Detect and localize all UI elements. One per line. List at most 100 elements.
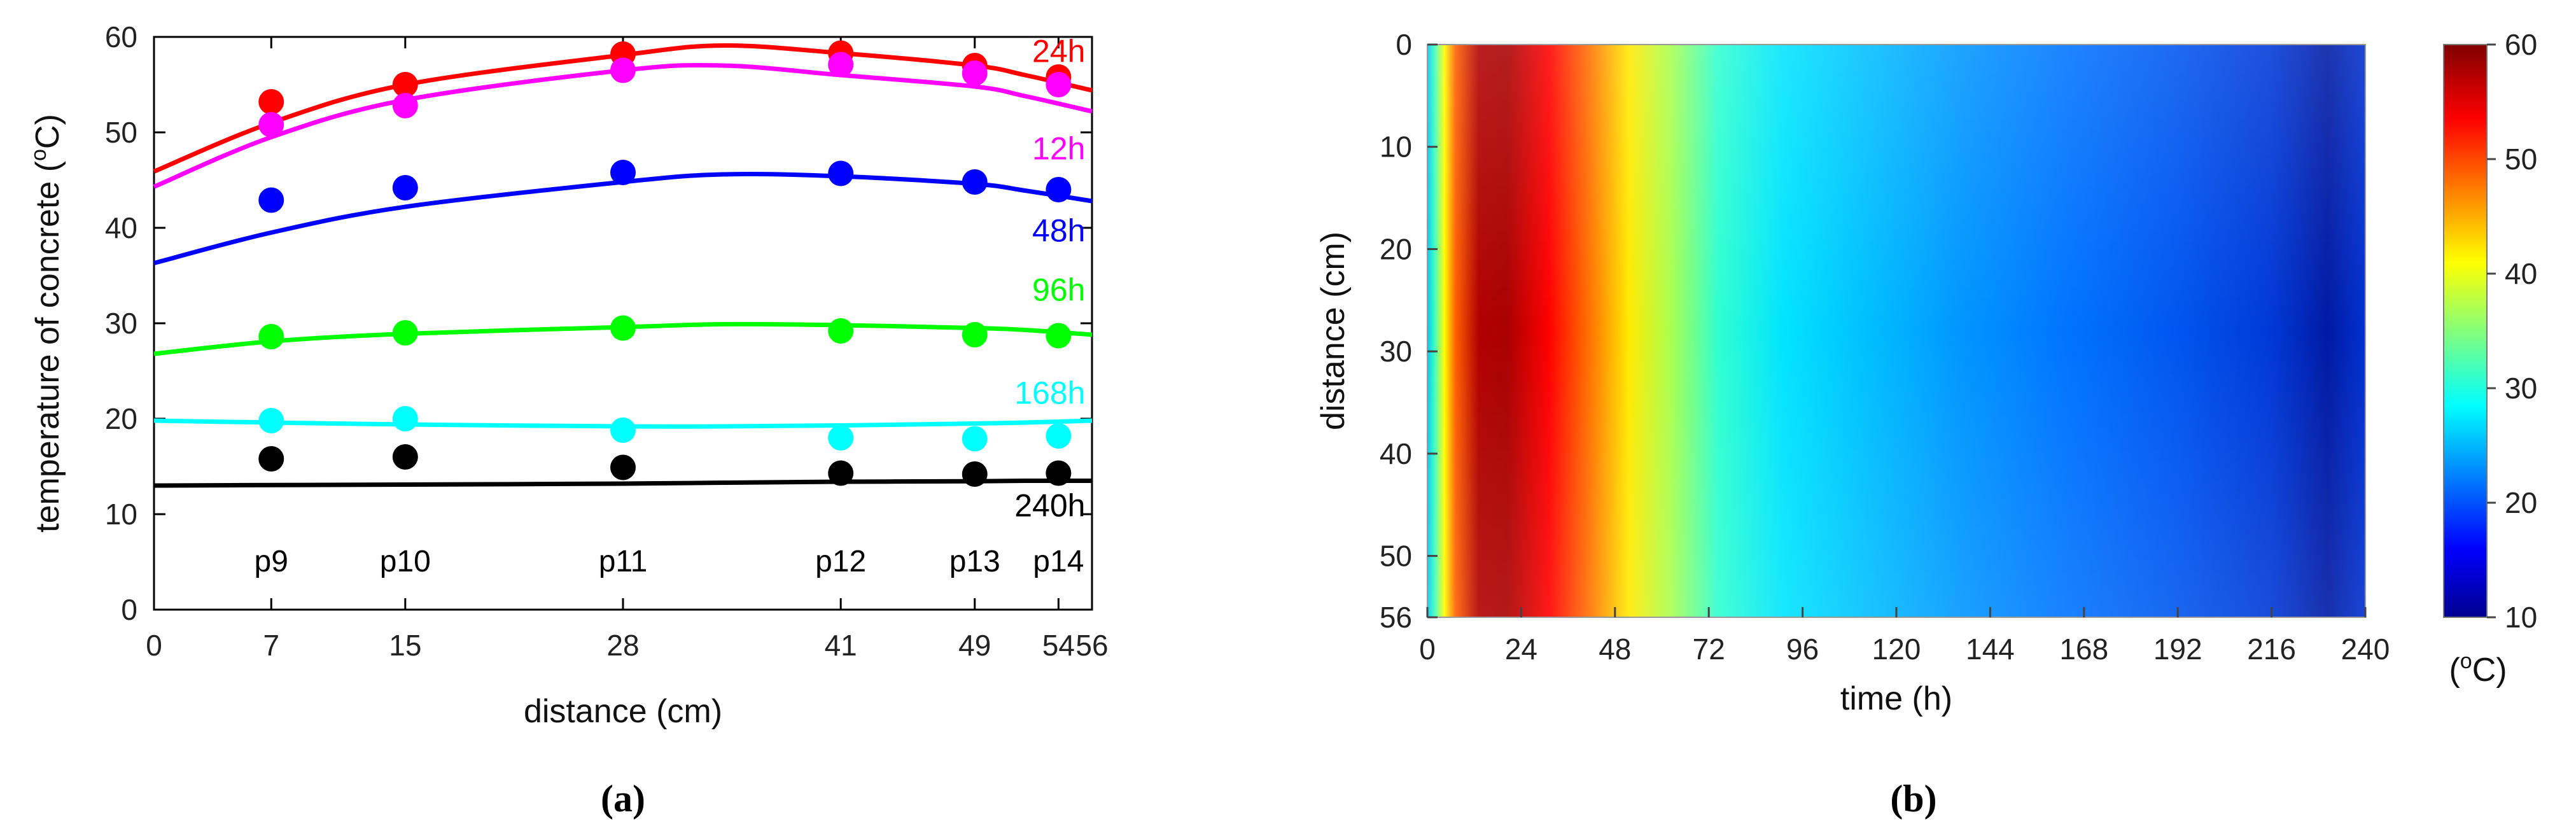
- panel-a-point-label: p9: [255, 545, 288, 578]
- colorbar-ticks: 10 20 30 40 50 60: [2487, 28, 2537, 634]
- series-label-240h: 240h: [1014, 488, 1085, 524]
- data-point-96h-p11: [610, 315, 636, 341]
- data-point-12h-p10: [392, 93, 418, 118]
- panel-a-point-label: p10: [380, 545, 431, 578]
- data-point-12h-p11: [610, 57, 636, 83]
- panel-a-point-label: p13: [949, 545, 1000, 578]
- panel-a-y-tick-label: 10: [105, 498, 137, 531]
- panel-a-y-tick-label: 40: [105, 211, 137, 244]
- panel-a-x-axis-label: distance (cm): [524, 693, 722, 730]
- panel-b-x-axis-label: time (h): [1840, 680, 1952, 717]
- data-point-12h-p14: [1046, 72, 1072, 97]
- data-point-96h-p14: [1046, 323, 1072, 349]
- panel-a-y-axis-label: temperature of concrete (oC): [27, 114, 66, 533]
- data-point-168h-p14: [1046, 423, 1072, 449]
- panel-b-x-ticks: 0 24 48 72 96 120 144 168 192 216 240: [1419, 607, 2390, 666]
- panel-b-y-tick-label: 56: [1380, 601, 1412, 634]
- data-point-240h-p12: [828, 460, 854, 486]
- data-point-168h-p9: [258, 408, 284, 433]
- series-label-12h: 12h: [1032, 131, 1085, 167]
- panel-b-x-tick-label: 96: [1786, 633, 1819, 666]
- data-point-240h-p11: [610, 454, 636, 480]
- panel-b-x-tick-label: 24: [1505, 633, 1537, 666]
- colorbar-tick-label: 20: [2505, 486, 2537, 519]
- panel-a-data-points: [258, 40, 1072, 487]
- panel-a-y-tick-label: 0: [121, 593, 137, 626]
- panel-b-x-tick-label: 0: [1419, 633, 1436, 666]
- panel-a-x-tick-label: 41: [825, 629, 857, 662]
- panel-a-point-label: p14: [1033, 545, 1084, 578]
- panel-b-caption: (b): [1890, 778, 1936, 820]
- data-point-168h-p13: [962, 426, 988, 452]
- series-label-24h: 24h: [1032, 34, 1085, 69]
- series-label-168h: 168h: [1014, 375, 1085, 411]
- data-point-24h-p9: [258, 89, 284, 115]
- panel-b-x-tick-label: 216: [2247, 633, 2296, 666]
- panel-b-y-tick-label: 50: [1380, 540, 1412, 573]
- panel-b-x-tick-label: 120: [1872, 633, 1921, 666]
- panel-b-y-tick-label: 40: [1380, 437, 1412, 470]
- panel-b-x-tick-label: 48: [1599, 633, 1631, 666]
- data-point-96h-p13: [962, 322, 988, 347]
- panel-a-point-label: p12: [815, 545, 866, 578]
- fit-curve-12h: [153, 62, 1093, 189]
- data-point-168h-p11: [610, 417, 636, 443]
- data-point-48h-p11: [610, 160, 636, 185]
- panel-a-y-tick-label: 50: [105, 116, 137, 149]
- panel-a-x-tick-label: 7: [263, 629, 279, 662]
- colorbar-tick-label: 60: [2505, 28, 2537, 61]
- panel-b-y-tick-label: 0: [1396, 28, 1412, 61]
- data-point-48h-p10: [392, 175, 418, 200]
- panel-b-y-tick-label: 10: [1380, 130, 1412, 164]
- panel-a-x-tick-label: 49: [958, 629, 991, 662]
- fit-curve-24h: [153, 43, 1093, 174]
- panel-b-y-axis-label: distance (cm): [1315, 232, 1352, 430]
- panel-a-x-tick-label: 54: [1042, 629, 1075, 662]
- data-point-24h-p10: [392, 72, 418, 97]
- panel-a-x-ticks: 0 7 15 28 41 49 54 56: [146, 37, 1109, 662]
- colorbar-tick-label: 30: [2505, 372, 2537, 405]
- panel-a-x-tick-label: 15: [389, 629, 421, 662]
- panel-a-x-tick-label: 28: [606, 629, 639, 662]
- fit-curve-48h: [153, 171, 1093, 265]
- data-point-240h-p14: [1046, 460, 1072, 486]
- colorbar-tick-label: 40: [2505, 257, 2537, 290]
- panel-b-heatmap: 0 10 20 30 40 50 56 0 24 48 72 96 120 144 168 192 216 24…: [1315, 28, 2537, 820]
- series-label-48h: 48h: [1032, 213, 1085, 249]
- panel-b-x-tick-label: 240: [2341, 633, 2390, 666]
- fit-curve-96h: [153, 321, 1093, 356]
- colorbar-tick-label: 50: [2505, 143, 2537, 176]
- panel-a-line-chart: 0 10 20 30 40 50 60 0 7 15 28 41 49 54 56 p9 p10 p11 p12…: [27, 20, 1109, 820]
- panel-a-x-tick-label: 56: [1075, 629, 1108, 662]
- data-point-12h-p9: [258, 112, 284, 137]
- panel-a-caption: (a): [601, 778, 645, 820]
- data-point-48h-p9: [258, 187, 284, 213]
- panel-a-fit-curves: [153, 43, 1093, 488]
- heatmap-shading: [1427, 45, 2365, 617]
- series-label-96h: 96h: [1032, 272, 1085, 308]
- panel-a-y-ticks: 0 10 20 30 40 50 60: [105, 20, 1092, 626]
- data-point-48h-p14: [1046, 177, 1072, 202]
- panel-b-y-tick-label: 30: [1380, 335, 1412, 368]
- data-point-96h-p12: [828, 318, 854, 344]
- data-point-48h-p13: [962, 169, 988, 195]
- colorbar-unit-label: (oC): [2449, 649, 2507, 689]
- data-point-96h-p9: [258, 324, 284, 349]
- panel-a-point-labels: p9 p10 p11 p12 p13 p14: [255, 545, 1084, 578]
- panel-a-series-labels: 24h 12h 48h 96h 168h 240h: [1014, 34, 1085, 524]
- fit-curve-168h: [153, 418, 1093, 429]
- data-point-12h-p13: [962, 60, 988, 86]
- data-point-240h-p10: [392, 444, 418, 470]
- data-point-48h-p12: [828, 160, 854, 186]
- data-point-240h-p13: [962, 461, 988, 487]
- panel-b-x-tick-label: 192: [2153, 633, 2202, 666]
- panel-b-y-ticks: 0 10 20 30 40 50 56: [1380, 28, 1438, 634]
- data-point-96h-p10: [392, 320, 418, 346]
- panel-b-x-tick-label: 144: [1966, 633, 2015, 666]
- panel-a-point-label: p11: [599, 545, 648, 578]
- colorbar-tick-label: 10: [2505, 601, 2537, 634]
- panel-b-x-tick-label: 168: [2059, 633, 2108, 666]
- panel-a-x-tick-label: 0: [146, 629, 162, 662]
- colorbar: [2443, 44, 2488, 618]
